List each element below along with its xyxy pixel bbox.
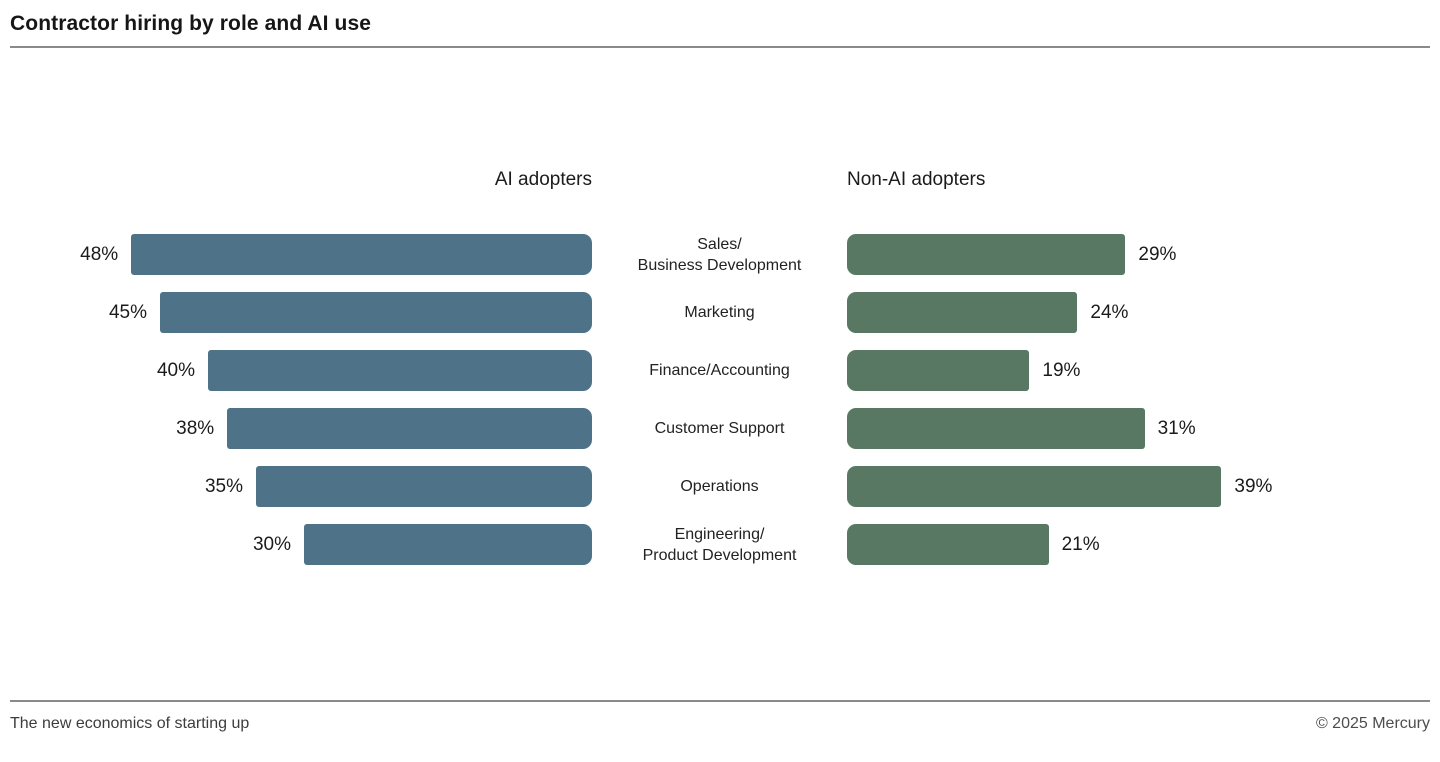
non-ai-adopters-value: 24% (1090, 301, 1129, 323)
ai-adopters-value: 40% (156, 359, 195, 381)
right-series-header: Non-AI adopters (847, 169, 986, 190)
ai-adopters-bar (160, 292, 592, 333)
chart-row: 30% Engineering/ Product Development 21% (0, 524, 1440, 565)
non-ai-adopters-bar (847, 234, 1126, 275)
category-label: Customer Support (654, 420, 785, 437)
non-ai-adopters-value: 39% (1234, 475, 1273, 497)
ai-adopters-value: 48% (80, 243, 119, 265)
ai-adopters-bar (256, 466, 592, 507)
non-ai-adopters-value: 31% (1157, 417, 1196, 439)
left-series-header: AI adopters (494, 169, 592, 190)
category-label: Sales/ Business Development (637, 235, 802, 274)
category-label: Engineering/ Product Development (642, 525, 797, 564)
ai-adopters-bar (227, 408, 592, 449)
chart-rows: 48% Sales/ Business Development 29% 45% Mark… (0, 234, 1440, 565)
ai-adopters-bar (304, 524, 592, 565)
page-footer: The new economics of starting up © 2025 … (0, 700, 1440, 733)
non-ai-adopters-bar (847, 350, 1030, 391)
chart: AI adopters Non-AI adopters 48% Sales/ Bu… (0, 169, 1440, 565)
category-label: Finance/Accounting (649, 362, 790, 379)
footer-caption: The new economics of starting up (10, 715, 250, 732)
chart-row: 35% Operations 39% (0, 466, 1440, 507)
chart-row: 38% Customer Support 31% (0, 408, 1440, 449)
non-ai-adopters-bar (847, 466, 1222, 507)
title-divider (10, 46, 1430, 48)
ai-adopters-bar (131, 234, 592, 275)
ai-adopters-value: 38% (176, 417, 215, 439)
page-title: Contractor hiring by role and AI use (10, 12, 372, 35)
non-ai-adopters-value: 21% (1061, 533, 1100, 555)
non-ai-adopters-value: 29% (1138, 243, 1177, 265)
non-ai-adopters-value: 19% (1042, 359, 1081, 381)
ai-adopters-value: 30% (252, 533, 291, 555)
ai-adopters-value: 45% (108, 301, 147, 323)
chart-row: 40% Finance/Accounting 19% (0, 350, 1440, 391)
footer-copyright: © 2025 Mercury (1315, 715, 1430, 732)
category-label: Operations (680, 478, 759, 495)
non-ai-adopters-bar (847, 292, 1078, 333)
ai-adopters-value: 35% (204, 475, 243, 497)
chart-row: 45% Marketing 24% (0, 292, 1440, 333)
series-headers: AI adopters Non-AI adopters (0, 169, 1440, 191)
non-ai-adopters-bar (847, 524, 1049, 565)
ai-adopters-bar (208, 350, 592, 391)
chart-row: 48% Sales/ Business Development 29% (0, 234, 1440, 275)
category-label: Marketing (684, 304, 755, 321)
page-header: Contractor hiring by role and AI use (0, 0, 1440, 36)
non-ai-adopters-bar (847, 408, 1145, 449)
footer-divider (10, 700, 1430, 702)
